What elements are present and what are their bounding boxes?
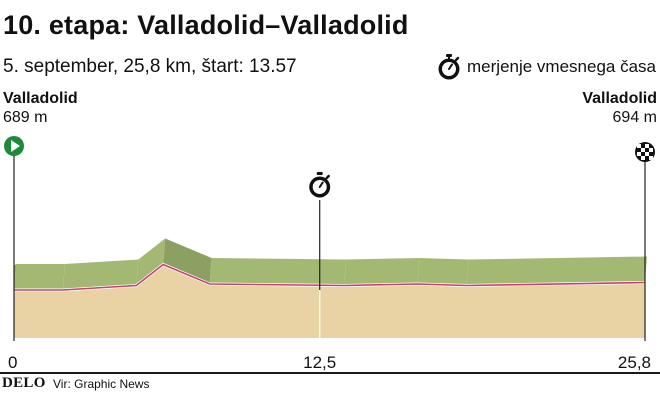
x-tick-label: 0 [8, 353, 17, 372]
terrain-surface-segment [62, 259, 139, 289]
play-icon [11, 140, 20, 152]
footer: DELO Vir: Graphic News [0, 372, 660, 402]
checkered-flag-icon [635, 142, 655, 162]
stopwatch-icon [309, 172, 331, 198]
stopwatch-button [325, 174, 330, 180]
elevation-profile-chart: 0 12,5 25,8 [4, 136, 655, 372]
x-tick-label: 12,5 [303, 353, 336, 372]
page-title: 10. etapa: Valladolid–Valladolid [3, 10, 409, 40]
checker-square [641, 156, 645, 160]
finish-name: Valladolid [582, 90, 657, 107]
route-line [14, 263, 646, 291]
terrain-layer [14, 238, 647, 338]
stopwatch-crown [316, 172, 323, 175]
terrain-surface-segment [163, 238, 212, 283]
checker-square [649, 156, 653, 160]
terrain-surface-segment [136, 238, 166, 285]
marker-layer [4, 136, 655, 341]
checker-square [649, 148, 653, 152]
finish-location: Valladolid 694 m [582, 89, 657, 127]
terrain-base [14, 263, 645, 338]
start-altitude: 689 m [3, 109, 48, 126]
terrain-surface-segment [209, 258, 347, 285]
checker-square [637, 144, 641, 148]
checker-square [645, 144, 649, 148]
tick-layer: 0 12,5 25,8 [8, 353, 651, 372]
start-name: Valladolid [3, 90, 78, 107]
source-credit: Vir: Graphic News [53, 377, 150, 391]
stage-subtitle: 5. september, 25,8 km, štart: 13.57 [3, 56, 297, 77]
terrain-surface-segment [466, 256, 647, 285]
stopwatch-hand [318, 181, 324, 188]
legend-label: merjenje vmesnega časa [467, 57, 656, 76]
checker-square [641, 148, 645, 152]
finish-altitude: 694 m [612, 109, 657, 126]
checker-square [637, 152, 641, 156]
stopwatch-icon [438, 54, 460, 80]
terrain-surface-segment [417, 258, 469, 285]
x-tick-label: 25,8 [618, 353, 651, 372]
terrain-surface-segment [344, 258, 420, 285]
terrain-surface-segment [14, 264, 65, 289]
legend: merjenje vmesnega časa [437, 53, 656, 81]
start-location: Valladolid 689 m [3, 89, 78, 127]
checker-square [645, 152, 649, 156]
brand-logo: DELO [2, 375, 46, 391]
